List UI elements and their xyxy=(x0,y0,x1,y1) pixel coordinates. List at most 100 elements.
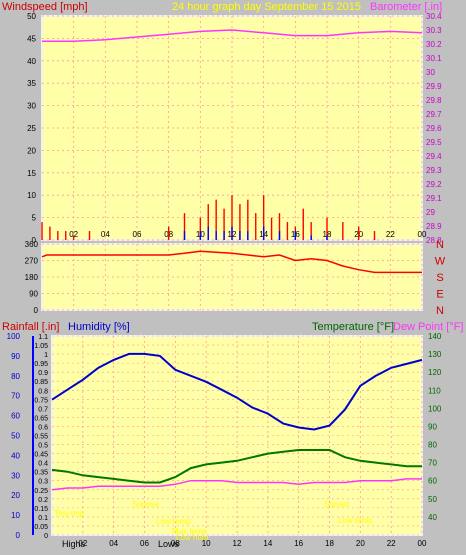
wind-y-ticks: 0 5 10 15 20 25 30 35 40 45 50 xyxy=(27,12,36,245)
humidity-y-tick: 80 xyxy=(11,372,20,381)
temp-y-tick: 80 xyxy=(428,441,437,450)
temp-x-tick: 10 xyxy=(202,539,211,548)
temp-x-tick: 06 xyxy=(140,539,149,548)
rain-y-tick: 1.05 xyxy=(34,343,48,350)
barometer-y-tick: 29.8 xyxy=(426,96,442,105)
rainfall-axis-title: Rainfall [.in] xyxy=(2,321,59,333)
temp-x-tick: 02 xyxy=(78,539,87,548)
humidity-y-tick: 60 xyxy=(11,412,20,421)
humidity-y-tick: 0 xyxy=(16,531,21,540)
humidity-y-tick: 100 xyxy=(7,332,21,341)
temp-y-ticks: 40 50 60 70 80 90 100 110 120 130 140 xyxy=(428,332,442,522)
barometer-y-tick: 29.7 xyxy=(426,110,442,119)
wind-x-tick: 02 xyxy=(69,230,78,239)
temp-x-tick: 12 xyxy=(233,539,242,548)
rain-y-tick: 0.8 xyxy=(38,388,48,395)
compass-label: W xyxy=(435,256,446,268)
wind-y-tick: 30 xyxy=(27,102,36,111)
humidity-y-tick: 70 xyxy=(11,392,20,401)
rain-y-tick: 0.35 xyxy=(34,470,48,477)
wind-y-tick: 25 xyxy=(27,124,36,133)
direction-y-tick: 90 xyxy=(29,290,38,299)
rain-y-tick: 0.55 xyxy=(34,434,48,441)
rain-y-tick: 0.85 xyxy=(34,379,48,386)
temp-y-tick: 60 xyxy=(428,477,437,486)
temp-x-ticks: 02 04 06 08 10 12 14 16 18 20 22 00 xyxy=(78,539,427,548)
compass-label: N xyxy=(436,239,444,251)
temp-y-tick: 100 xyxy=(428,404,442,413)
barometer-y-tick: 28.9 xyxy=(426,222,442,231)
event-annotation: Max temp xyxy=(172,527,208,536)
barometer-y-tick: 30 xyxy=(426,68,435,77)
windspeed-axis-title: Windspeed [mph] xyxy=(2,1,88,13)
barometer-line xyxy=(42,29,423,42)
wind-y-tick: 10 xyxy=(27,191,36,200)
barometer-y-tick: 29.2 xyxy=(426,180,442,189)
wind-grid xyxy=(42,15,423,241)
wind-y-tick: 45 xyxy=(27,34,36,43)
rain-y-tick: 0.1 xyxy=(38,515,48,522)
event-annotation: Low temp xyxy=(156,517,191,526)
humidity-y-tick: 40 xyxy=(11,451,20,460)
temp-x-tick: 08 xyxy=(171,539,180,548)
wind-x-tick: 06 xyxy=(133,230,142,239)
compass-label: E xyxy=(436,289,443,301)
humidity-y-tick: 10 xyxy=(11,511,20,520)
direction-y-tick: 270 xyxy=(25,257,39,266)
event-annotation: Tiny tmp xyxy=(54,509,85,518)
barometer-y-tick: 30.3 xyxy=(426,26,442,35)
rain-y-ticks: 0 0.05 0.1 0.15 0.2 0.25 0.3 0.35 0.4 0.45 0.5 0.55… xyxy=(34,334,48,540)
direction-y-tick: 0 xyxy=(34,306,39,315)
temp-y-tick: 120 xyxy=(428,368,442,377)
temp-x-tick: 14 xyxy=(263,539,272,548)
wind-x-tick: 00 xyxy=(418,230,427,239)
rain-y-tick: 0.9 xyxy=(38,370,48,377)
temp-x-tick: 00 xyxy=(418,539,427,548)
humidity-y-tick: 90 xyxy=(11,352,20,361)
wind-y-tick: 5 xyxy=(32,214,37,223)
rain-y-tick: 0.45 xyxy=(34,452,48,459)
temp-x-tick: 22 xyxy=(387,539,396,548)
barometer-y-tick: 29.1 xyxy=(426,194,442,203)
wind-y-tick: 20 xyxy=(27,146,36,155)
compass-label: S xyxy=(436,272,443,284)
temp-y-tick: 40 xyxy=(428,513,437,522)
temp-x-tick: 16 xyxy=(294,539,303,548)
rain-y-tick: 1.1 xyxy=(38,334,48,341)
temp-y-tick: 140 xyxy=(428,332,442,341)
barometer-y-tick: 29.4 xyxy=(426,152,442,161)
wind-y-tick: 40 xyxy=(27,57,36,66)
rain-y-tick: 0.25 xyxy=(34,488,48,495)
dewpoint-line xyxy=(51,478,422,491)
temp-y-tick: 110 xyxy=(428,386,441,395)
direction-y-ticks: 0 90 180 270 360 xyxy=(25,240,39,315)
rain-y-tick: 0.15 xyxy=(34,506,48,513)
event-annotation: Sunrise xyxy=(132,500,160,509)
temp-y-tick: 50 xyxy=(428,495,437,504)
wind-y-tick: 50 xyxy=(27,12,36,21)
rain-y-tick: 0.95 xyxy=(34,361,48,368)
humidity-axis-title: Humidity [%] xyxy=(68,321,130,333)
barometer-axis-title: Barometer [.in] xyxy=(370,1,442,13)
rain-y-tick: 0.65 xyxy=(34,415,48,422)
wind-y-tick: 15 xyxy=(27,169,36,178)
barometer-y-tick: 30.1 xyxy=(426,54,442,63)
barometer-y-tick: 29.6 xyxy=(426,124,442,133)
rain-y-tick: 0.2 xyxy=(38,497,48,504)
wind-y-tick: 35 xyxy=(27,79,36,88)
rain-y-tick: 0 xyxy=(44,533,48,540)
rain-y-tick: 1 xyxy=(44,352,48,359)
humidity-y-tick: 20 xyxy=(11,491,20,500)
rain-y-tick: 0.3 xyxy=(38,479,48,486)
direction-y-tick: 180 xyxy=(25,273,39,282)
humidity-y-tick: 50 xyxy=(11,432,20,441)
rain-y-tick: 0.05 xyxy=(34,524,48,531)
barometer-y-tick: 29.3 xyxy=(426,166,442,175)
barometer-y-tick: 30.2 xyxy=(426,40,442,49)
barometer-y-tick: 29.5 xyxy=(426,138,442,147)
highs-label: Highs xyxy=(62,539,86,549)
temp-grid xyxy=(52,335,423,536)
barometer-y-tick: 28.8 xyxy=(426,236,442,245)
